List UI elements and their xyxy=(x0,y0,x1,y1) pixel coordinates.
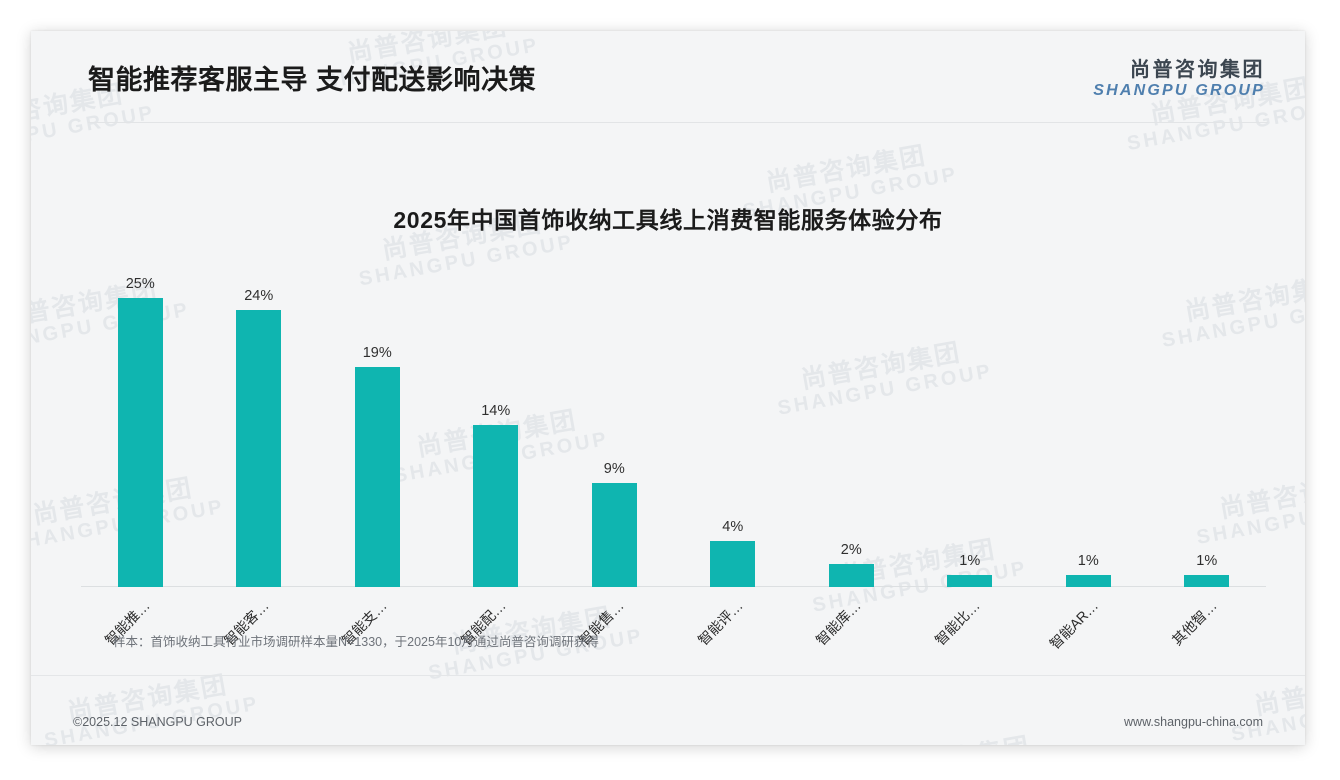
bar-value-label: 1% xyxy=(1196,553,1218,570)
logo-english-text: SHANGPU GROUP xyxy=(1093,82,1265,99)
bar-group[interactable]: 25% 智能推… xyxy=(81,275,200,648)
slide-header: 智能推荐客服主导 支付配送影响决策 尚普咨询集团 SHANGPU GROUP xyxy=(31,31,1305,123)
bar-value-label: 1% xyxy=(1077,553,1099,570)
bar-value-label: 19% xyxy=(362,345,392,362)
footnote-divider xyxy=(31,675,1305,676)
x-axis-category-label: 智能比… xyxy=(931,597,983,649)
bar-rect[interactable] xyxy=(710,540,756,587)
bar-group[interactable]: 14% 智能配… xyxy=(437,275,556,648)
bar-group[interactable]: 19% 智能支… xyxy=(318,275,437,648)
header-divider xyxy=(88,122,1268,123)
footer-website[interactable]: www.shangpu-china.com xyxy=(1124,715,1263,729)
x-axis-line xyxy=(81,586,1266,587)
bar-group[interactable]: 24% 智能客… xyxy=(200,275,319,648)
bar-group[interactable]: 2% 智能库… xyxy=(792,275,911,648)
bar-rect[interactable] xyxy=(117,298,163,587)
bar-rect[interactable] xyxy=(1184,575,1230,587)
company-logo: 尚普咨询集团 SHANGPU GROUP xyxy=(1093,59,1265,100)
bar-rect[interactable] xyxy=(591,483,637,587)
bar-group[interactable]: 4% 智能评… xyxy=(674,275,793,648)
x-axis-category-label: 智能评… xyxy=(694,597,746,649)
x-axis-category-label: 其他智… xyxy=(1168,597,1220,649)
bar-value-label: 9% xyxy=(603,461,625,477)
slide-footer: ©2025.12 SHANGPU GROUP www.shangpu-china… xyxy=(31,707,1305,745)
bar-value-label: 1% xyxy=(959,553,981,570)
bar-rect[interactable] xyxy=(947,575,993,587)
bar-group[interactable]: 1% 智能比… xyxy=(911,275,1030,648)
bar-group[interactable]: 1% 其他智… xyxy=(1148,275,1267,648)
bar-rect[interactable] xyxy=(236,309,282,587)
bar-value-label: 2% xyxy=(840,541,862,558)
bar-rect[interactable] xyxy=(473,425,519,587)
chart-title: 2025年中国首饰收纳工具线上消费智能服务体验分布 xyxy=(393,207,943,233)
bar-value-label: 24% xyxy=(244,287,274,304)
bar-value-label: 25% xyxy=(125,276,155,293)
bar-rect[interactable] xyxy=(828,563,874,587)
sample-footnote: 样本：首饰收纳工具行业市场调研样本量N=1330，于2025年10月通过尚普咨询… xyxy=(113,635,599,649)
footer-copyright: ©2025.12 SHANGPU GROUP xyxy=(73,715,242,729)
bar-rect[interactable] xyxy=(1065,575,1111,587)
bar-rect[interactable] xyxy=(354,367,400,587)
bar-value-label: 4% xyxy=(722,518,744,535)
bar-group[interactable]: 1% 智能AR… xyxy=(1029,275,1148,652)
page-title: 智能推荐客服主导 支付配送影响决策 xyxy=(88,65,537,95)
chart-area: 2025年中国首饰收纳工具线上消费智能服务体验分布 25% 智能推… 24% 智能客…… xyxy=(31,123,1305,683)
slide-canvas: 尚普咨询集团 SHANGPU GROUP 尚普咨询集团 SHANGPU GROUP 尚普… xyxy=(31,31,1305,745)
x-axis-category-label: 智能AR… xyxy=(1046,597,1101,653)
bar-group[interactable]: 9% 智能售… xyxy=(555,275,674,648)
logo-chinese-text: 尚普咨询集团 xyxy=(1130,59,1265,81)
bar-chart-plot: 25% 智能推… 24% 智能客… 19% 智能支… 14% 智能配… 9% 智能售… 4% 智能评…… xyxy=(81,275,1267,652)
bar-value-label: 14% xyxy=(481,403,511,420)
x-axis-category-label: 智能库… xyxy=(813,597,864,649)
